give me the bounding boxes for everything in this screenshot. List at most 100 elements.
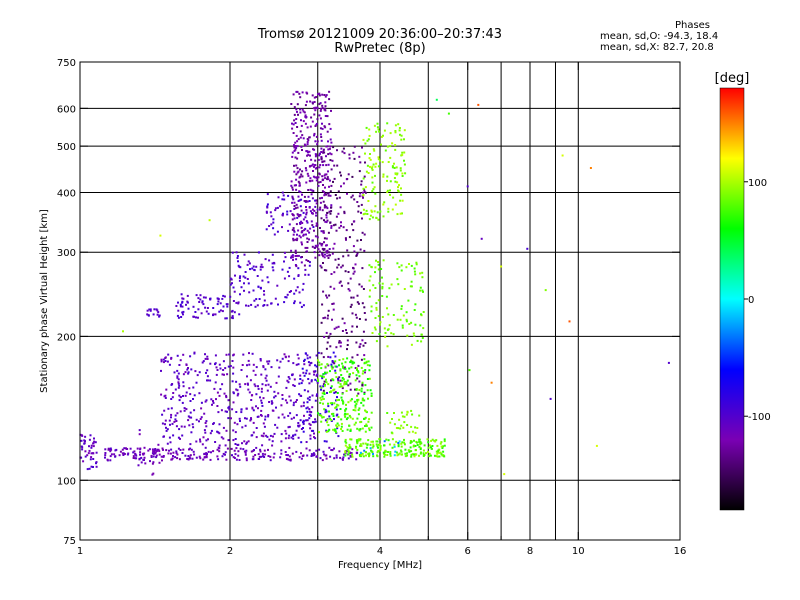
scatter-point <box>247 383 249 386</box>
scatter-point <box>149 460 151 463</box>
scatter-point <box>301 230 304 233</box>
scatter-point <box>374 192 377 195</box>
scatter-point <box>307 195 310 198</box>
scatter-point <box>161 422 164 425</box>
scatter-point <box>80 445 83 448</box>
scatter-point <box>312 370 315 373</box>
scatter-point <box>370 266 373 269</box>
scatter-point <box>284 356 287 359</box>
scatter-point <box>403 438 405 441</box>
scatter-point <box>338 341 341 344</box>
scatter-point <box>309 437 312 440</box>
scatter-point <box>327 424 330 427</box>
scatter-point <box>300 452 302 455</box>
scatter-point <box>83 439 86 442</box>
scatter-point <box>260 399 263 402</box>
scatter-point <box>305 116 308 118</box>
scatter-point <box>346 192 348 195</box>
scatter-point <box>334 360 337 363</box>
scatter-point <box>177 301 179 304</box>
scatter-point <box>199 457 202 460</box>
scatter-point <box>400 450 403 453</box>
scatter-point <box>80 439 83 442</box>
scatter-point <box>361 231 364 234</box>
scatter-point <box>360 387 363 390</box>
scatter-point <box>311 189 314 192</box>
scatter-point <box>293 170 296 173</box>
scatter-point <box>296 157 299 160</box>
scatter-point <box>319 206 322 209</box>
scatter-point <box>265 211 268 214</box>
scatter-point <box>264 415 267 418</box>
scatter-point <box>394 131 397 134</box>
scatter-point <box>205 456 208 459</box>
scatter-point <box>406 334 409 337</box>
scatter-point <box>288 291 291 293</box>
scatter-point <box>318 448 321 451</box>
scatter-point <box>297 138 300 141</box>
scatter-point <box>356 367 358 370</box>
scatter-point <box>436 455 439 458</box>
scatter-point <box>343 322 346 325</box>
scatter-point <box>414 323 417 326</box>
scatter-point <box>238 459 241 461</box>
scatter-point <box>296 233 298 236</box>
scatter-point <box>87 452 90 455</box>
scatter-point <box>326 219 329 222</box>
scatter-point <box>135 454 138 457</box>
scatter-point <box>261 383 264 386</box>
scatter-point <box>503 473 506 476</box>
scatter-point <box>238 417 241 420</box>
scatter-point <box>310 220 313 223</box>
scatter-point <box>262 432 265 435</box>
scatter-point <box>312 175 315 178</box>
scatter-point <box>307 260 310 262</box>
scatter-point <box>317 184 320 187</box>
scatter-point <box>160 369 162 372</box>
scatter-point <box>373 326 376 329</box>
scatter-point <box>151 462 154 465</box>
scatter-point <box>352 372 355 375</box>
scatter-point <box>390 332 393 335</box>
scatter-point <box>357 413 360 416</box>
scatter-point <box>379 438 382 441</box>
scatter-point <box>299 130 302 133</box>
scatter-point <box>321 190 324 193</box>
scatter-point <box>362 194 365 197</box>
scatter-point <box>309 177 312 180</box>
scatter-point <box>387 451 389 453</box>
scatter-point <box>290 290 292 293</box>
chart-title: Tromsø 20121009 20:36:00–20:37:43 <box>257 27 503 42</box>
scatter-point <box>330 363 333 366</box>
scatter-point <box>344 450 347 453</box>
scatter-point <box>270 302 273 305</box>
scatter-point <box>391 208 394 211</box>
chart-subtitle: RwPretec (8p) <box>334 41 426 56</box>
scatter-point <box>313 373 316 376</box>
scatter-point <box>232 401 235 404</box>
scatter-point <box>309 125 312 128</box>
scatter-point <box>427 450 429 453</box>
scatter-point <box>368 429 371 432</box>
scatter-point <box>297 151 300 154</box>
scatter-point <box>217 458 220 461</box>
scatter-point <box>396 213 399 216</box>
scatter-point <box>250 434 253 437</box>
scatter-point <box>173 420 176 423</box>
scatter-point <box>231 454 233 457</box>
scatter-point <box>189 443 192 446</box>
scatter-point <box>299 301 302 304</box>
scatter-point <box>344 270 347 273</box>
y-tick-label: 600 <box>57 104 76 115</box>
scatter-point <box>422 455 425 457</box>
scatter-point <box>374 174 376 177</box>
scatter-point <box>276 206 279 209</box>
scatter-point <box>339 379 342 382</box>
scatter-point <box>309 413 312 416</box>
scatter-point <box>568 320 571 323</box>
scatter-point <box>179 396 182 399</box>
scatter-point <box>335 365 338 368</box>
scatter-point <box>304 268 307 271</box>
scatter-point <box>155 454 158 457</box>
scatter-point <box>168 449 170 452</box>
